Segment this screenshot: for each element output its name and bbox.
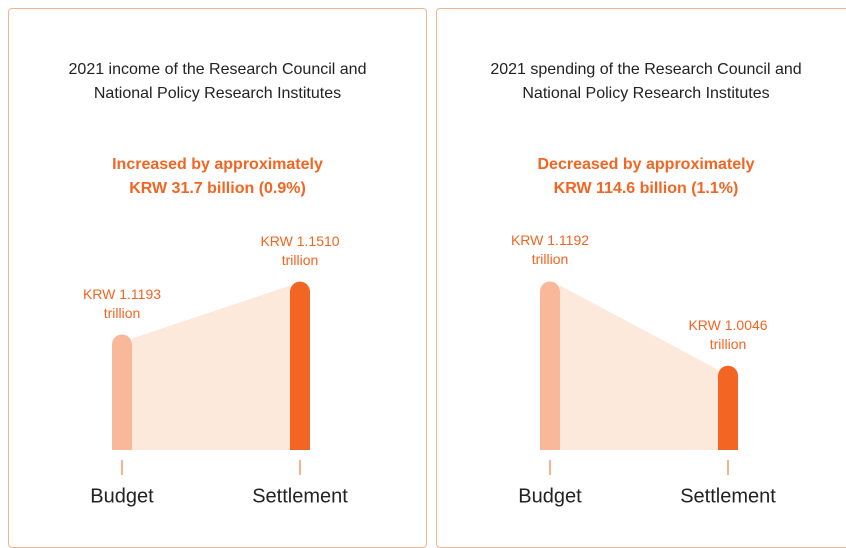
- annotation: Increased by approximately: [112, 156, 323, 173]
- bar: [112, 334, 132, 450]
- chart-title: 2021 income of the Research Council and: [69, 61, 367, 78]
- page: {"chart_data": [ {"type": "bar", "title"…: [8, 8, 846, 548]
- value-label: KRW 1.0046 trillion: [688, 316, 768, 352]
- value-label: KRW 1.1510 trillion: [260, 232, 340, 268]
- connector-area: [132, 285, 290, 450]
- annotation: KRW 114.6 billion (1.1%): [554, 180, 739, 197]
- value-label: KRW 1.1192 trillion: [510, 232, 590, 268]
- x-tick-label: Settlement: [252, 485, 348, 507]
- bar: [718, 365, 738, 450]
- annotation: Decreased by approximately: [538, 156, 755, 173]
- chart-title: National Policy Research Institutes: [94, 85, 341, 102]
- x-tick-label: Budget: [90, 485, 154, 507]
- connector-area: [560, 285, 718, 450]
- annotation: KRW 31.7 billion (0.9%): [129, 180, 306, 197]
- x-tick-label: Budget: [518, 485, 582, 507]
- chart-title: National Policy Research Institutes: [522, 85, 769, 102]
- bar: [540, 281, 560, 450]
- bar: [290, 281, 310, 450]
- chart-title: 2021 spending of the Research Council an…: [490, 61, 801, 78]
- x-tick-label: Settlement: [680, 485, 776, 507]
- charts: 2021 income of the Research Council and N…: [69, 61, 802, 507]
- value-label: KRW 1.1193 trillion: [82, 285, 162, 321]
